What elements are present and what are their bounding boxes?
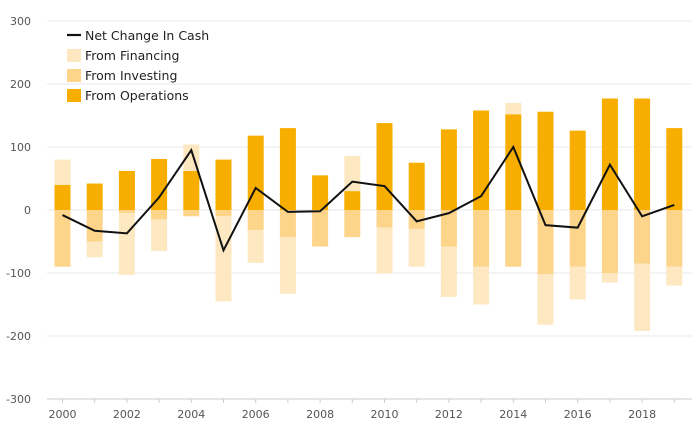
bar-from-financing-2003 bbox=[151, 219, 168, 251]
bar-from-operations-2009 bbox=[344, 191, 361, 210]
bar-from-operations-2011 bbox=[408, 162, 425, 210]
y-tick-label: 200 bbox=[10, 78, 31, 91]
y-tick-label: 300 bbox=[10, 15, 31, 28]
bar-from-operations-2012 bbox=[440, 129, 457, 210]
bar-from-financing-2012 bbox=[440, 246, 457, 297]
bar-from-investing-2018 bbox=[634, 210, 651, 264]
x-tick-label: 2012 bbox=[435, 408, 463, 421]
bars bbox=[54, 98, 683, 331]
x-tick-label: 2006 bbox=[242, 408, 270, 421]
bar-from-financing-2001 bbox=[86, 241, 103, 258]
x-tick-label: 2018 bbox=[628, 408, 656, 421]
bar-from-investing-2013 bbox=[473, 210, 490, 267]
bar-from-investing-2016 bbox=[569, 210, 586, 267]
bar-from-operations-2002 bbox=[118, 170, 135, 210]
bar-from-financing-2018 bbox=[634, 263, 651, 331]
x-tick-label: 2008 bbox=[306, 408, 334, 421]
bar-from-financing-2015 bbox=[537, 274, 554, 325]
legend-label-investing: From Investing bbox=[85, 68, 177, 83]
bar-from-financing-2000 bbox=[54, 159, 71, 185]
bar-from-operations-2019 bbox=[666, 128, 683, 210]
bar-from-operations-2008 bbox=[312, 175, 329, 210]
legend-entry-net-change[interactable]: Net Change In Cash bbox=[67, 28, 209, 43]
y-tick-label: -300 bbox=[6, 393, 31, 406]
x-tick-label: 2004 bbox=[177, 408, 205, 421]
legend-label-financing: From Financing bbox=[85, 48, 179, 63]
x-tick-label: 2016 bbox=[564, 408, 592, 421]
bar-from-financing-2013 bbox=[473, 266, 490, 305]
bar-from-financing-2002 bbox=[118, 213, 135, 275]
legend-entry-operations[interactable]: From Operations bbox=[67, 88, 189, 103]
bar-from-operations-2003 bbox=[151, 158, 168, 210]
bar-from-operations-2013 bbox=[473, 110, 490, 210]
bar-from-investing-2004 bbox=[183, 210, 200, 217]
x-tick-label: 2000 bbox=[49, 408, 77, 421]
x-tick-label: 2014 bbox=[499, 408, 527, 421]
bar-from-financing-2011 bbox=[408, 228, 425, 267]
bar-from-investing-2010 bbox=[376, 210, 393, 228]
legend-label-net-change: Net Change In Cash bbox=[85, 28, 209, 43]
bar-from-financing-2007 bbox=[279, 237, 296, 294]
y-tick-label: -100 bbox=[6, 267, 31, 280]
bar-from-financing-2006 bbox=[247, 230, 264, 263]
legend-swatch-financing bbox=[67, 49, 81, 62]
bar-from-investing-2006 bbox=[247, 210, 264, 231]
bar-from-investing-2015 bbox=[537, 210, 554, 275]
bar-from-operations-2007 bbox=[279, 128, 296, 210]
bar-from-investing-2003 bbox=[151, 210, 168, 220]
axes: 300 200 100 0 -100 -200 -300 2000 2002 2004 2006 20… bbox=[6, 15, 692, 421]
bar-from-investing-2001 bbox=[86, 210, 103, 242]
bar-from-financing-2016 bbox=[569, 266, 586, 300]
bar-from-investing-2017 bbox=[601, 210, 618, 273]
bar-from-investing-2011 bbox=[408, 210, 425, 229]
x-tick-label: 2002 bbox=[113, 408, 141, 421]
bar-from-financing-2014 bbox=[505, 102, 522, 115]
y-tick-label: 0 bbox=[24, 204, 31, 217]
y-tick-label: 100 bbox=[10, 141, 31, 154]
legend-label-operations: From Operations bbox=[85, 88, 189, 103]
bar-from-investing-2007 bbox=[279, 210, 296, 238]
bar-from-investing-2009 bbox=[344, 210, 361, 238]
bar-from-operations-2004 bbox=[183, 170, 200, 210]
bar-from-financing-2017 bbox=[601, 273, 618, 283]
bar-from-investing-2000 bbox=[54, 210, 71, 267]
legend-entry-investing[interactable]: From Investing bbox=[67, 68, 177, 83]
bar-from-investing-2012 bbox=[440, 210, 457, 247]
bar-from-operations-2005 bbox=[215, 159, 232, 210]
bar-from-investing-2002 bbox=[118, 210, 135, 214]
bar-from-operations-2017 bbox=[601, 98, 618, 210]
bar-from-investing-2014 bbox=[505, 210, 522, 267]
legend-swatch-investing bbox=[67, 69, 81, 82]
legend: Net Change In Cash From Financing From I… bbox=[67, 28, 209, 103]
y-tick-label: -200 bbox=[6, 330, 31, 343]
net-change-line bbox=[62, 144, 675, 253]
bar-from-financing-2019 bbox=[666, 266, 683, 286]
bar-from-investing-2008 bbox=[312, 210, 329, 247]
bar-from-investing-2019 bbox=[666, 210, 683, 267]
bar-from-operations-2016 bbox=[569, 130, 586, 210]
net-change-line-layer bbox=[62, 144, 675, 253]
bar-from-operations-2014 bbox=[505, 114, 522, 210]
bar-from-financing-2010 bbox=[376, 227, 393, 274]
bar-from-investing-2005 bbox=[215, 210, 232, 217]
legend-entry-financing[interactable]: From Financing bbox=[67, 48, 179, 63]
bar-from-operations-2015 bbox=[537, 111, 554, 210]
legend-swatch-operations bbox=[67, 89, 81, 102]
bar-from-operations-2018 bbox=[634, 98, 651, 210]
bar-from-financing-2005 bbox=[215, 216, 232, 302]
x-tick-label: 2010 bbox=[371, 408, 399, 421]
bar-from-operations-2001 bbox=[86, 183, 103, 210]
bar-from-operations-2010 bbox=[376, 123, 393, 210]
bar-from-operations-2000 bbox=[54, 184, 71, 210]
